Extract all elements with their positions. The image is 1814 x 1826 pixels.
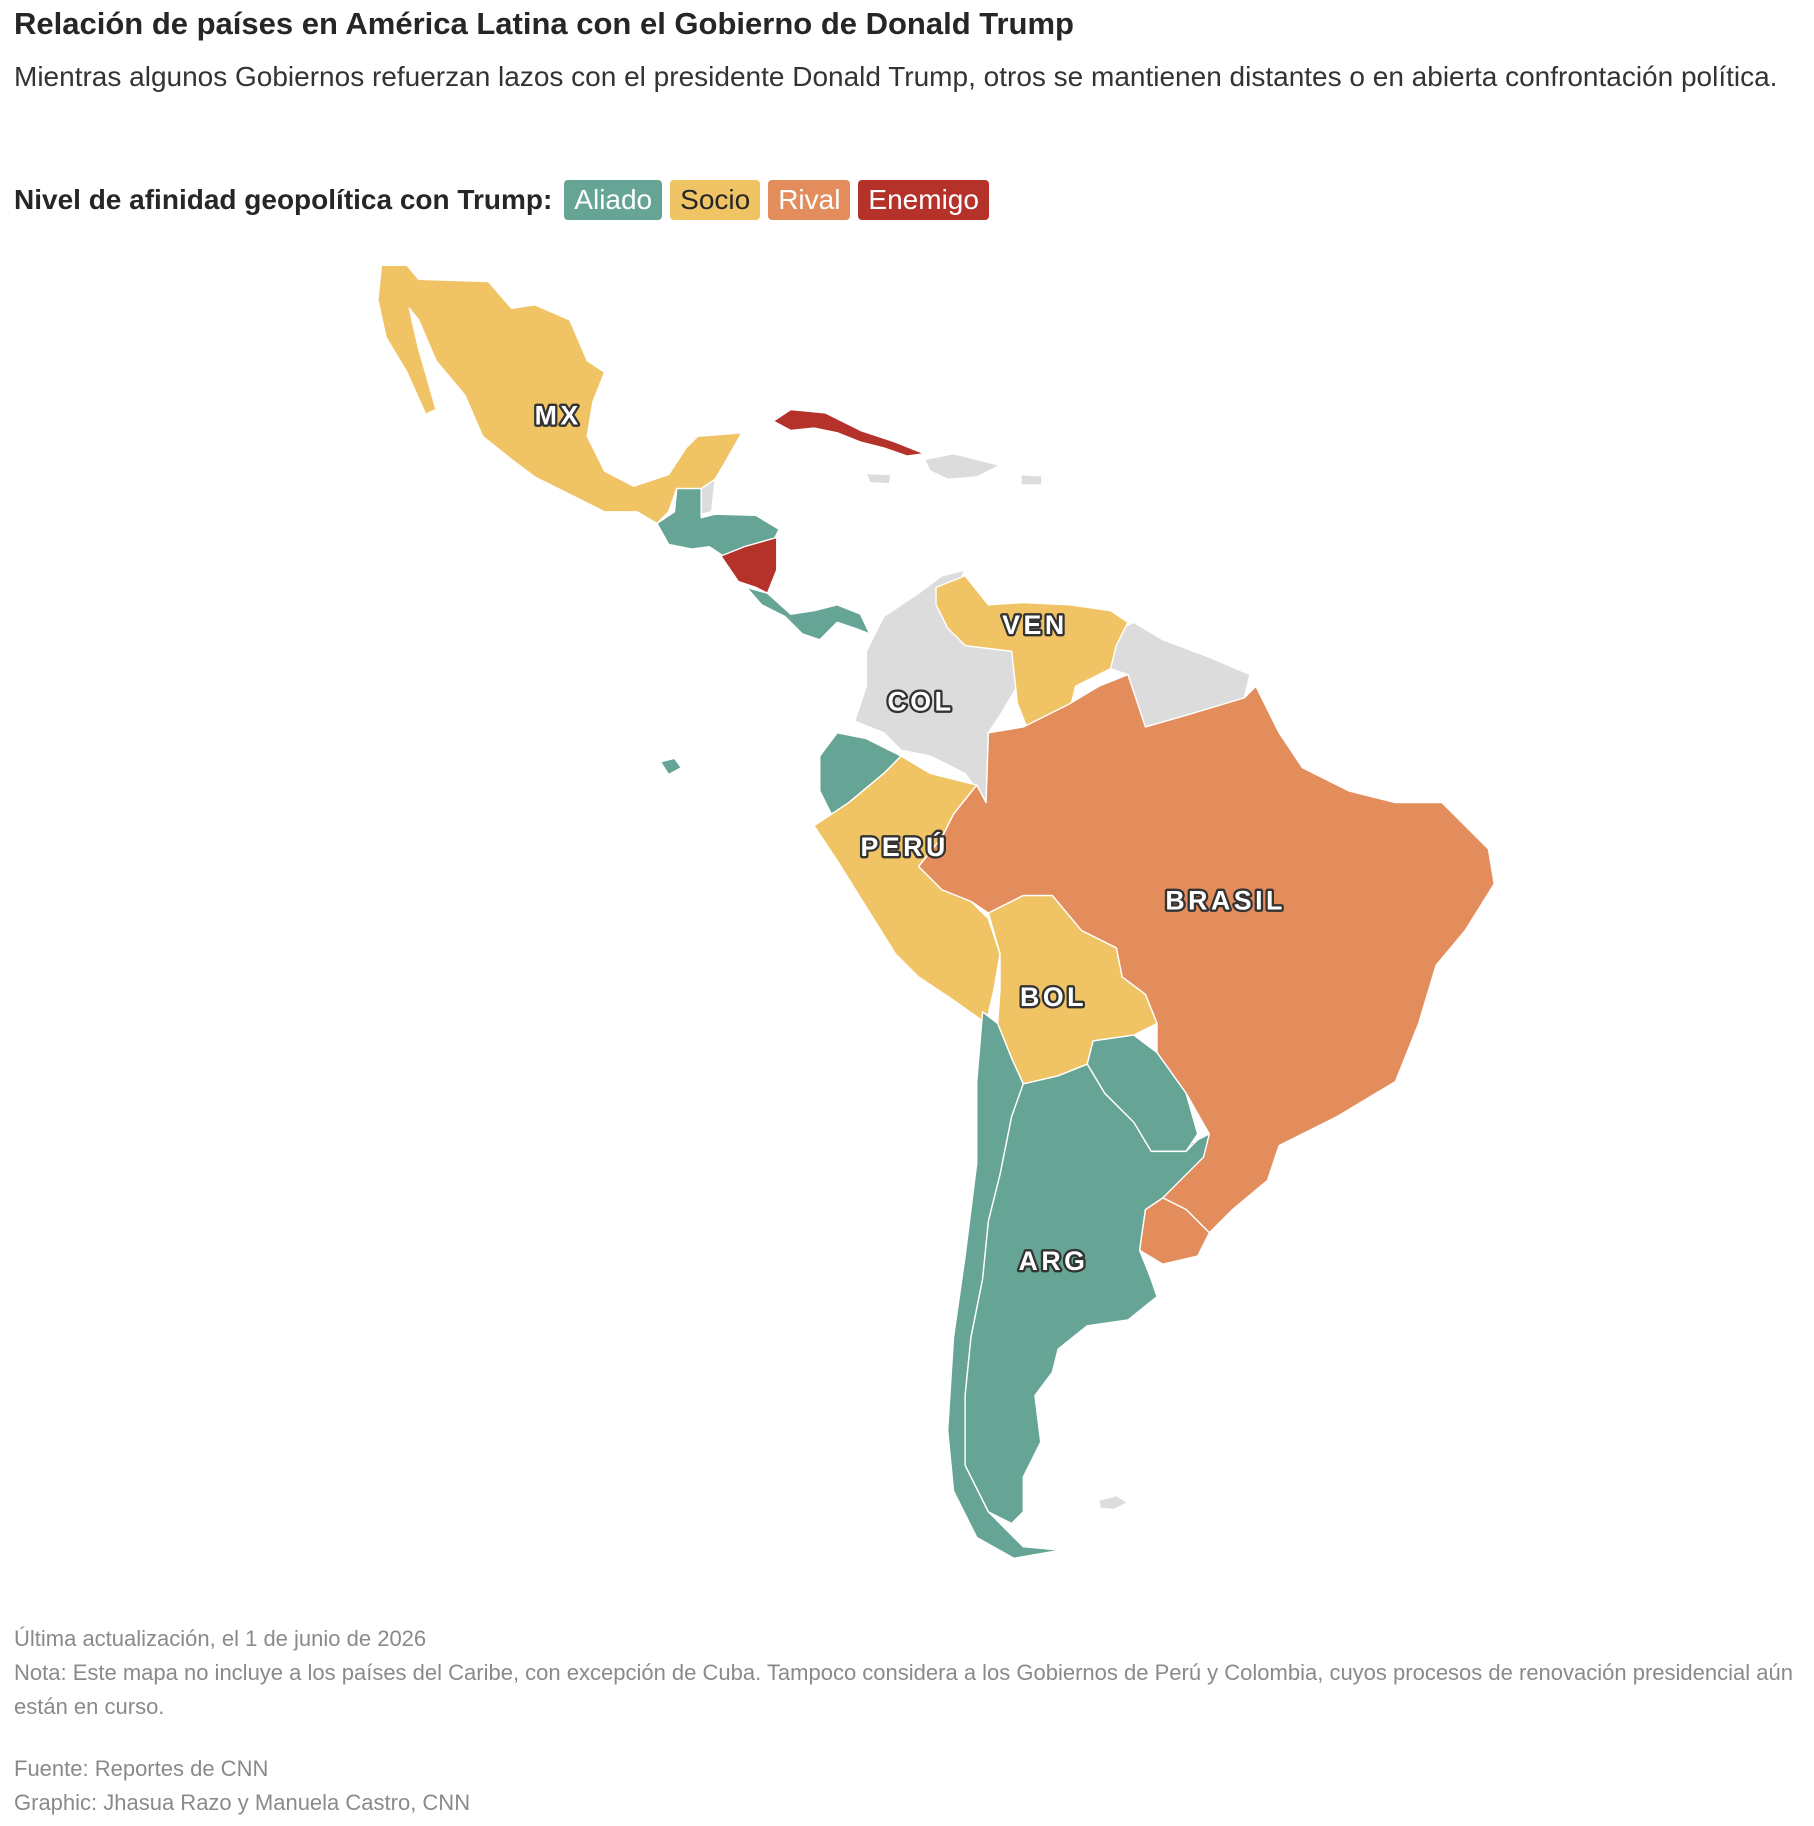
country-label: BRASIL (1165, 886, 1285, 916)
country (917, 673, 1495, 1234)
country (745, 586, 871, 641)
legend-label: Nivel de afinidad geopolítica con Trump: (14, 184, 553, 215)
country (1098, 1494, 1129, 1511)
source: Fuente: Reportes de CNN (14, 1756, 269, 1781)
country (813, 755, 1001, 1025)
updated: Última actualización, el 1 de junio de 2… (14, 1626, 427, 1651)
note: Nota: Este mapa no incluye a los países … (14, 1660, 1793, 1719)
country-label: PERÚ (861, 831, 949, 862)
subtitle: Mientras algunos Gobiernos refuerzan laz… (14, 61, 1778, 92)
country (964, 1063, 1211, 1525)
country-label: ARG (1019, 1246, 1089, 1276)
country-label: COL (888, 687, 955, 717)
country (656, 487, 780, 557)
country (772, 408, 926, 457)
country-label: BOL (1020, 982, 1087, 1012)
country (935, 575, 1129, 734)
country (1020, 473, 1043, 486)
country (923, 452, 1001, 480)
legend-item: Socio (670, 180, 761, 220)
legend: Nivel de afinidad geopolítica con Trump:… (14, 180, 989, 220)
legend-item: Enemigo (858, 180, 989, 220)
title: Relación de países en América Latina con… (14, 6, 1074, 41)
footer: Última actualización, el 1 de junio de 2… (14, 1622, 1804, 1820)
legend-item: Aliado (564, 180, 663, 220)
country (659, 757, 683, 776)
credit: Graphic: Jhasua Razo y Manuela Castro, C… (14, 1790, 471, 1815)
country (853, 569, 1019, 804)
legend-item: Rival (768, 180, 851, 220)
country (720, 536, 778, 594)
country-label: VEN (1002, 610, 1067, 640)
country-label: MX (535, 401, 582, 431)
country (865, 472, 892, 485)
country (377, 264, 743, 525)
